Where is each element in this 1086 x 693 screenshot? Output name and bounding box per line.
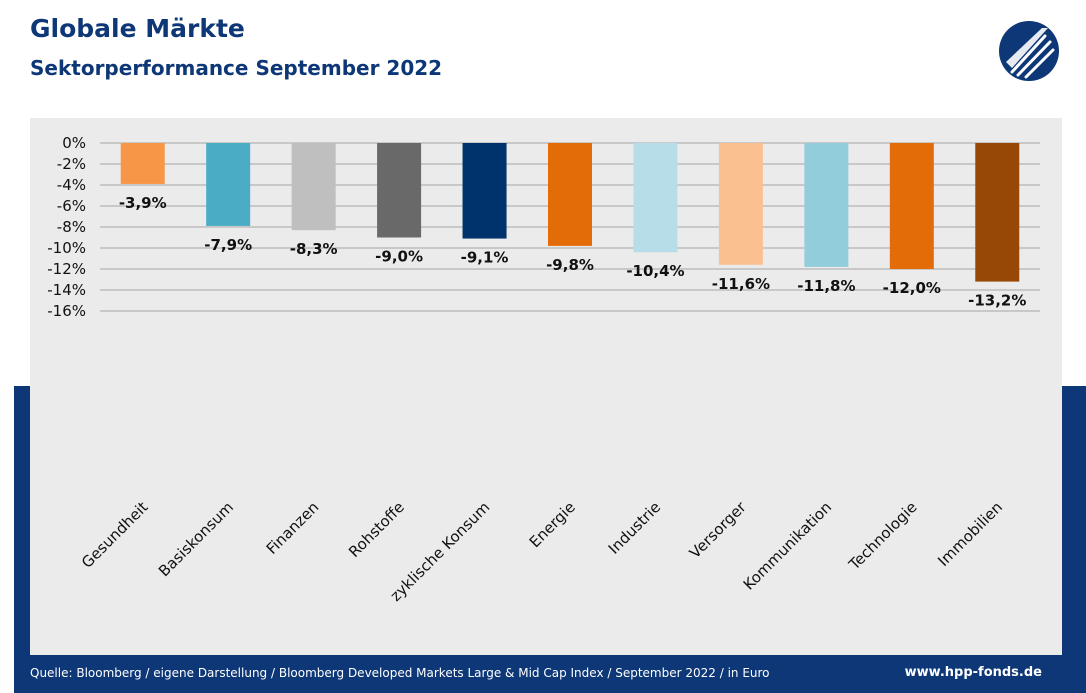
- bar-industrie: [633, 143, 678, 253]
- y-tick-label: 0%: [62, 134, 86, 152]
- bar-value-label: -9,8%: [546, 256, 594, 274]
- bar-value-label: -11,8%: [797, 277, 855, 295]
- chart-panel: 0% -2% -4% -6% -8% -10% -12% -14% -16% -3,9% Gesun…: [30, 118, 1062, 655]
- category-label: Industrie: [605, 498, 665, 558]
- bar-value-label: -10,4%: [626, 262, 684, 280]
- category-label: Energie: [526, 498, 579, 551]
- category-label: Basiskonsum: [155, 498, 237, 580]
- bar-value-label: -7,9%: [204, 236, 252, 254]
- page-subtitle: Sektorperformance September 2022: [30, 56, 443, 80]
- bar-zyklische-konsum: [462, 143, 507, 239]
- bar-immobilien: [975, 143, 1020, 282]
- category-label: Immobilien: [934, 498, 1006, 570]
- bar-energie: [548, 143, 592, 246]
- bar-rohstoffe: [377, 143, 422, 238]
- y-tick-label: -6%: [57, 197, 86, 215]
- category-label: Rohstoffe: [345, 498, 408, 561]
- y-tick-label: -10%: [47, 239, 86, 257]
- y-tick-label: -12%: [47, 260, 86, 278]
- bar-value-label: -9,1%: [461, 249, 509, 267]
- page-title: Globale Märkte: [30, 14, 245, 43]
- y-tick-label: -16%: [47, 302, 86, 320]
- y-tick-label: -8%: [57, 218, 86, 236]
- y-tick-label: -4%: [57, 176, 86, 194]
- category-label: Technologie: [845, 498, 921, 574]
- bar-value-label: -8,3%: [290, 240, 338, 258]
- bar-gesundheit: [120, 143, 165, 184]
- bar-basiskonsum: [206, 143, 251, 226]
- website-link[interactable]: www.hpp-fonds.de: [904, 665, 1042, 680]
- y-tick-label: -2%: [57, 155, 86, 173]
- bar-value-label: -11,6%: [712, 275, 770, 293]
- category-label: Versorger: [686, 498, 750, 562]
- bar-value-label: -12,0%: [883, 279, 941, 297]
- category-label: Gesundheit: [78, 498, 152, 572]
- bar-kommunikation: [804, 143, 849, 267]
- bar-versorger: [718, 143, 763, 265]
- hpp-logo-icon: [999, 21, 1059, 81]
- source-note: Quelle: Bloomberg / eigene Darstellung /…: [30, 666, 770, 680]
- bar-chart: 0% -2% -4% -6% -8% -10% -12% -14% -16% -3,9% Gesun…: [47, 134, 1040, 605]
- y-tick-label: -14%: [47, 281, 86, 299]
- bar-technologie: [889, 143, 934, 269]
- bar-finanzen: [291, 143, 336, 231]
- bar-value-label: -9,0%: [375, 248, 423, 266]
- category-label: Kommunikation: [740, 498, 835, 593]
- category-label: Finanzen: [263, 498, 323, 558]
- bar-value-label: -13,2%: [968, 292, 1026, 310]
- bar-value-label: -3,9%: [119, 194, 167, 212]
